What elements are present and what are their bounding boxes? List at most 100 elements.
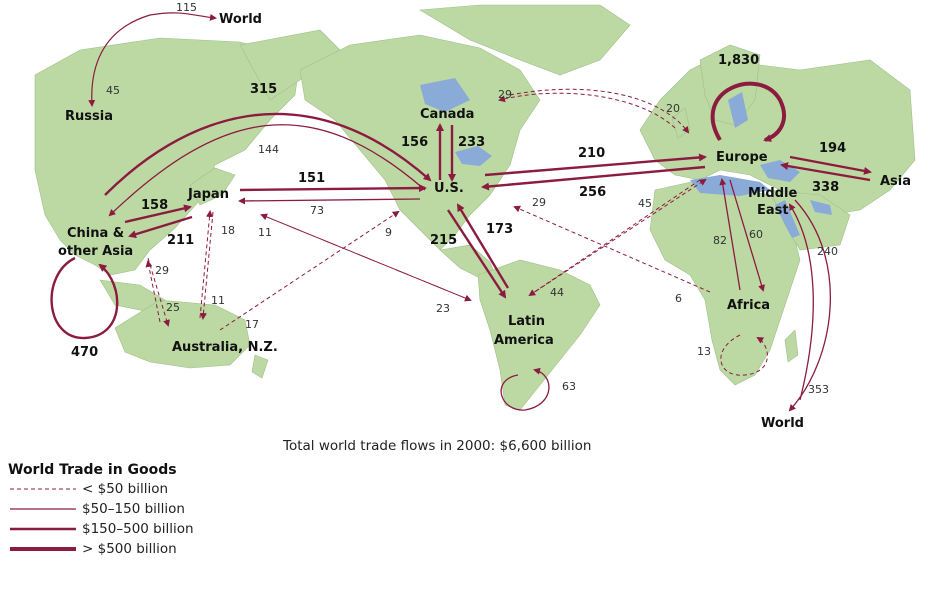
red-sea [775, 200, 800, 238]
great-lakes [455, 146, 492, 166]
region-world-bottom: World [761, 416, 804, 431]
flow-value: 211 [167, 233, 195, 248]
region-us: U.S. [434, 181, 464, 196]
region-middle-east-line1: Middle [748, 186, 798, 201]
black-caspian [760, 160, 800, 182]
legend-item-medium: $150–500 billion [8, 520, 194, 540]
region-europe: Europe [716, 150, 768, 165]
flow-value: 158 [141, 198, 169, 213]
legend-item-thin: $50–150 billion [8, 500, 185, 520]
flow-canada-europe [498, 92, 676, 129]
land-australia [114, 299, 251, 369]
flow-value: 470 [71, 345, 99, 360]
world-trade-flow-map [34, 4, 916, 412]
legend-swatch-thin [10, 508, 76, 510]
region-canada: Canada [420, 107, 475, 122]
flow-value: 29 [532, 196, 546, 209]
region-world-top: World [219, 12, 262, 27]
flow-value: 29 [155, 264, 169, 277]
flow-value: 173 [486, 222, 514, 237]
flow-value: 1,830 [718, 53, 760, 68]
flow-value: 353 [808, 383, 829, 396]
flow-us-europe [484, 153, 707, 177]
flow-value: 151 [298, 171, 326, 186]
water-bodies [420, 78, 832, 238]
land-africa [649, 179, 801, 386]
region-africa: Africa [727, 298, 771, 313]
flow-value: 233 [458, 135, 486, 150]
legend-title: World Trade in Goods [8, 462, 177, 478]
land-north-america [299, 34, 541, 251]
flow-value: 29 [498, 88, 512, 101]
flow-australia-us [219, 210, 400, 331]
flow-world-russia [88, 14, 151, 107]
flow-europe-internal [710, 81, 786, 142]
flow-latin-us [456, 203, 510, 289]
legend-label: > $500 billion [82, 541, 177, 557]
flow-africa-europe [719, 178, 741, 291]
legend-swatch-medium [10, 527, 76, 531]
flow-china-us [104, 112, 432, 196]
flow-russia-world [149, 12, 217, 21]
hudson-bay [420, 78, 470, 112]
legend-swatch-dashed [10, 488, 76, 490]
flow-value: 144 [258, 143, 279, 156]
persian-gulf [810, 200, 832, 215]
land-south-america [477, 259, 601, 411]
baltic [728, 92, 748, 128]
land-nz [251, 354, 269, 379]
flow-value: 256 [579, 185, 607, 200]
flow-value: 115 [176, 1, 197, 14]
flow-africa-internal [720, 334, 768, 376]
legend-label: $150–500 billion [82, 521, 194, 537]
flow-value: 6 [675, 292, 682, 305]
region-middle-east-line2: East [757, 203, 789, 218]
flow-asia-europe [780, 162, 871, 182]
flow-australia-china [145, 260, 161, 323]
flow-china-japan [124, 204, 192, 224]
flow-value: 44 [550, 286, 564, 299]
legend-item-dashed: < $50 billion [8, 480, 177, 500]
flow-world-middle [788, 203, 814, 401]
flow-value: 11 [211, 294, 225, 307]
region-asia: Asia [880, 174, 912, 189]
flow-value: 63 [562, 380, 576, 393]
flow-china-australia [147, 257, 170, 327]
flow-value: 17 [245, 318, 259, 331]
land-madagascar [784, 329, 799, 363]
flow-value: 23 [436, 302, 450, 315]
flow-europe-asia [789, 155, 872, 175]
flow-value: 45 [638, 197, 652, 210]
flow-value: 11 [258, 226, 272, 239]
flow-arrows [50, 12, 872, 412]
flow-value: 215 [430, 233, 458, 248]
flow-value: 210 [578, 146, 606, 161]
flow-value: 9 [385, 226, 392, 239]
region-japan: Japan [188, 187, 229, 202]
flow-value: 60 [749, 228, 763, 241]
region-australia: Australia, N.Z. [172, 340, 278, 355]
flow-japan-china [128, 215, 193, 239]
flow-china-internal [50, 256, 119, 340]
flow-value: 20 [666, 102, 680, 115]
flow-value: 45 [106, 84, 120, 97]
region-china-line2: other Asia [58, 244, 134, 259]
legend-label: < $50 billion [82, 481, 169, 497]
flow-value: 82 [713, 234, 727, 247]
flow-value: 25 [166, 301, 180, 314]
legend-swatch-thick [10, 547, 76, 551]
flow-value: 315 [250, 82, 278, 97]
flow-australia-japan [199, 210, 214, 319]
region-russia: Russia [65, 109, 113, 124]
flow-africa-us [513, 205, 711, 293]
land-greenland [419, 4, 631, 76]
flow-value: 338 [812, 180, 840, 195]
legend: World Trade in Goods < $50 billion $50–1… [8, 462, 194, 560]
legend-item-thick: > $500 billion [8, 540, 177, 560]
flow-middle-world [788, 199, 831, 412]
flow-value: 18 [221, 224, 235, 237]
land-japan [189, 167, 236, 206]
region-latin-line2: America [494, 333, 554, 348]
flow-us-japan [238, 197, 421, 205]
map-caption: Total world trade flows in 2000: $6,600 … [283, 438, 592, 454]
